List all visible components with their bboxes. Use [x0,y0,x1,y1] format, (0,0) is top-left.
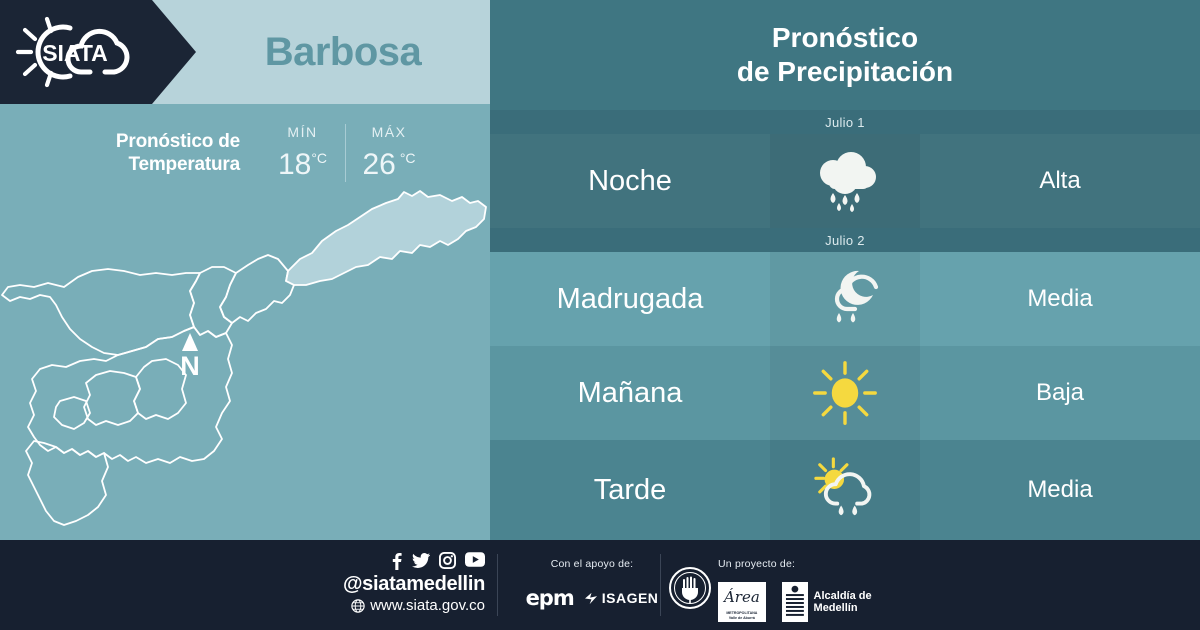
alcaldia-mark-icon [781,582,808,622]
forecast-period-madrugada: Madrugada [556,282,704,315]
medellin-seal-icon [669,567,711,609]
map-region-itagui [83,370,141,426]
map-region-bello [1,268,201,356]
area-logo-line1: METROPOLITANA [726,611,758,616]
map-region-girardota [219,254,295,324]
forecast-row-madrugada: Madrugada Media [490,252,1200,346]
isagen-logo: ISAGEN [584,590,659,606]
forecast-probability-manana: Baja [1035,379,1085,406]
area-logo-subtitle: METROPOLITANA Valle de Aburrá [718,611,766,620]
temperature-min-unit: °C [311,150,328,166]
area-metropolitana-logo: Área METROPOLITANA Valle de Aburrá [718,582,766,622]
support-caption: Con el apoyo de: [550,558,634,570]
temperature-min-value-wrap: 18°C [260,141,345,182]
footer: @siatamedellin www.siata.gov.co Con el a… [0,540,1200,630]
social-handle[interactable]: @siatamedellin [342,573,485,595]
twitter-icon[interactable] [412,552,430,570]
city-title: Barbosa [264,29,422,74]
map-region-barbosa [285,190,487,286]
map-region-caldas [25,440,109,526]
map-region-envigado [133,358,187,420]
precipitation-panel: Pronóstico de Precipitación Julio 1 Noch… [490,0,1200,540]
social-icons [300,552,485,570]
instagram-icon[interactable] [439,552,456,569]
forecast-period-noche: Noche [588,164,672,197]
alcaldia-logo: Alcaldía de Medellín [781,582,918,622]
footer-divider-1 [497,554,498,616]
rain-cloud-icon [770,134,920,228]
sun-cloud-icon: SIATA [15,16,130,88]
forecast-row-manana: Mañana Baja [490,346,1200,440]
temperature-max-label: MÁX [371,124,407,140]
temperature-max-unit: °C [399,150,416,166]
map-region-sabaneta [53,396,91,430]
temperature-min: MÍN 18°C [260,124,346,182]
temperature-block: Pronóstico de Temperatura MÍN 18°C MÁX 2… [60,122,440,184]
precipitation-title-line1: Pronóstico [771,22,919,53]
forecast-period-tarde: Tarde [593,473,667,506]
left-panel: SIATA Barbosa Pronóstico de Temperatura … [0,0,490,540]
temperature-max-value-wrap: 26 °C [346,141,432,182]
forecast-row-tarde: Tarde [490,440,1200,540]
website-row[interactable]: www.siata.gov.co [300,596,485,615]
alcaldia-label: Alcaldía de Medellín [813,590,872,614]
north-arrow-label: N [180,351,200,381]
isagen-wordmark: ISAGEN [601,590,659,606]
area-logo-script: Área [723,588,760,606]
temperature-title-line1: Pronóstico de [115,131,240,152]
globe-icon [351,598,365,613]
left-body-background [0,104,490,540]
sun-icon [770,346,920,440]
forecast-probability-tarde: Media [1027,476,1093,503]
siata-logo-badge: SIATA [0,0,196,104]
date-band-julio-2: Julio 2 [490,228,1200,252]
area-logo-line2: Valle de Aburrá [728,615,755,620]
north-arrow-icon: N [180,333,200,381]
epm-logo: epm [525,586,575,610]
date-band-julio-1: Julio 1 [490,110,1200,134]
footer-divider-2 [660,554,661,616]
website-url: www.siata.gov.co [370,597,485,614]
forecast-row-noche: Noche Alta [490,134,1200,228]
forecast-probability-madrugada: Media [1027,285,1093,312]
temperature-max: MÁX 26 °C [346,124,432,182]
precipitation-title: Pronóstico de Precipitación [490,0,1200,110]
footer-support-block: Con el apoyo de: epm ISAGEN [512,558,672,610]
map-svg: N [1,190,487,526]
isagen-mark-icon [584,592,597,604]
footer-project-block: Un proyecto de: Área METROPOLITANA Valle… [718,558,918,622]
footer-social-block: @siatamedellin www.siata.gov.co [300,552,485,615]
project-caption: Un proyecto de: [718,558,796,570]
youtube-icon[interactable] [465,552,485,567]
temperature-title-line2: Temperatura [128,154,241,175]
temperature-min-label: MÍN [287,124,318,140]
temperature-min-value: 18 [277,148,312,181]
project-logos: Área METROPOLITANA Valle de Aburrá [718,582,918,622]
facebook-icon[interactable] [390,552,403,570]
aburra-valley-map: N [0,175,490,540]
temperature-title: Pronóstico de Temperatura [60,130,240,176]
sun-cloud-rain-icon [770,440,920,540]
forecast-period-manana: Mañana [577,376,683,409]
temperature-max-value: 26 [362,148,396,181]
map-region-medellin [27,326,233,464]
moon-cloud-rain-icon [770,252,920,346]
temperature-values: MÍN 18°C MÁX 26 °C [260,124,432,182]
support-logos: epm ISAGEN [512,586,672,610]
siata-logo-text: SIATA [42,40,108,66]
precipitation-title-line2: de Precipitación [736,56,954,87]
forecast-probability-noche: Alta [1039,167,1081,194]
